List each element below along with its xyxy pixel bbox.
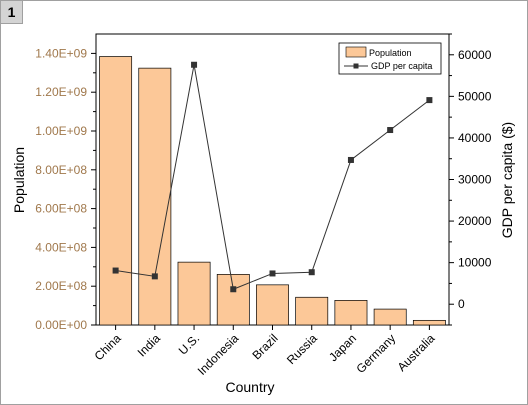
- gdp-marker-8: [426, 97, 433, 104]
- y-tick-label-7: 1.40E+09: [35, 46, 87, 60]
- y2-tick-label-3: 30000: [458, 173, 492, 187]
- y2-tick-label-5: 50000: [458, 89, 492, 103]
- y-tick-label-6: 1.20E+09: [35, 85, 87, 99]
- x-tick-label-8: Australia: [395, 331, 438, 374]
- legend-swatch-population: [345, 46, 367, 58]
- y-tick-label-3: 6.00E+08: [35, 202, 87, 216]
- bar-0: [99, 56, 133, 326]
- gdp-marker-3: [230, 286, 237, 293]
- y-tick-label-5: 1.00E+09: [35, 124, 87, 138]
- layer-tab[interactable]: 1: [1, 1, 23, 24]
- x-tick-label-4: Brazil: [249, 331, 280, 362]
- bar-3: [216, 274, 250, 326]
- x-tick-label-1: India: [135, 331, 164, 360]
- legend-label-gdp: GDP per capita: [371, 61, 432, 71]
- bar-4: [256, 284, 289, 326]
- x-tick-label-3: Indonesia: [195, 331, 242, 378]
- gdp-marker-6: [347, 156, 354, 163]
- y2-tick-label-6: 60000: [458, 48, 492, 62]
- gdp-marker-7: [387, 127, 394, 134]
- gdp-marker-1: [151, 273, 158, 280]
- gdp-marker-0: [112, 267, 119, 274]
- x-tick-label-5: Russia: [284, 331, 320, 367]
- x-tick-label-6: Japan: [326, 331, 359, 364]
- bar-7: [373, 308, 407, 326]
- gdp-marker-2: [191, 61, 198, 68]
- y2-axis-title: GDP per capita ($): [499, 122, 515, 238]
- legend: Population GDP per capita: [338, 42, 442, 75]
- x-axis-title: Country: [225, 379, 274, 395]
- y-tick-label-4: 8.00E+08: [35, 163, 87, 177]
- y-tick-label-2: 4.00E+08: [35, 240, 87, 254]
- gdp-marker-5: [308, 269, 315, 276]
- y-axis-title: Population: [11, 147, 27, 213]
- bar-1: [138, 67, 172, 326]
- bar-8: [412, 319, 446, 326]
- y2-tick-label-0: 0: [458, 297, 465, 311]
- x-tick-label-2: U.S.: [176, 331, 202, 357]
- bar-5: [295, 296, 329, 326]
- legend-label-population: Population: [369, 48, 412, 58]
- bar-6: [334, 300, 368, 326]
- y-tick-label-1: 2.00E+08: [35, 279, 87, 293]
- bar-2: [177, 261, 211, 326]
- legend-swatch-gdp-marker: [353, 63, 359, 69]
- x-tick-label-7: Germany: [353, 331, 398, 376]
- x-tick-label-0: China: [92, 331, 124, 363]
- y2-tick-label-4: 40000: [458, 131, 492, 145]
- y2-tick-label-2: 20000: [458, 214, 492, 228]
- y-tick-label-0: 0.00E+00: [35, 318, 87, 332]
- gdp-marker-4: [269, 270, 276, 277]
- y2-tick-label-1: 10000: [458, 256, 492, 270]
